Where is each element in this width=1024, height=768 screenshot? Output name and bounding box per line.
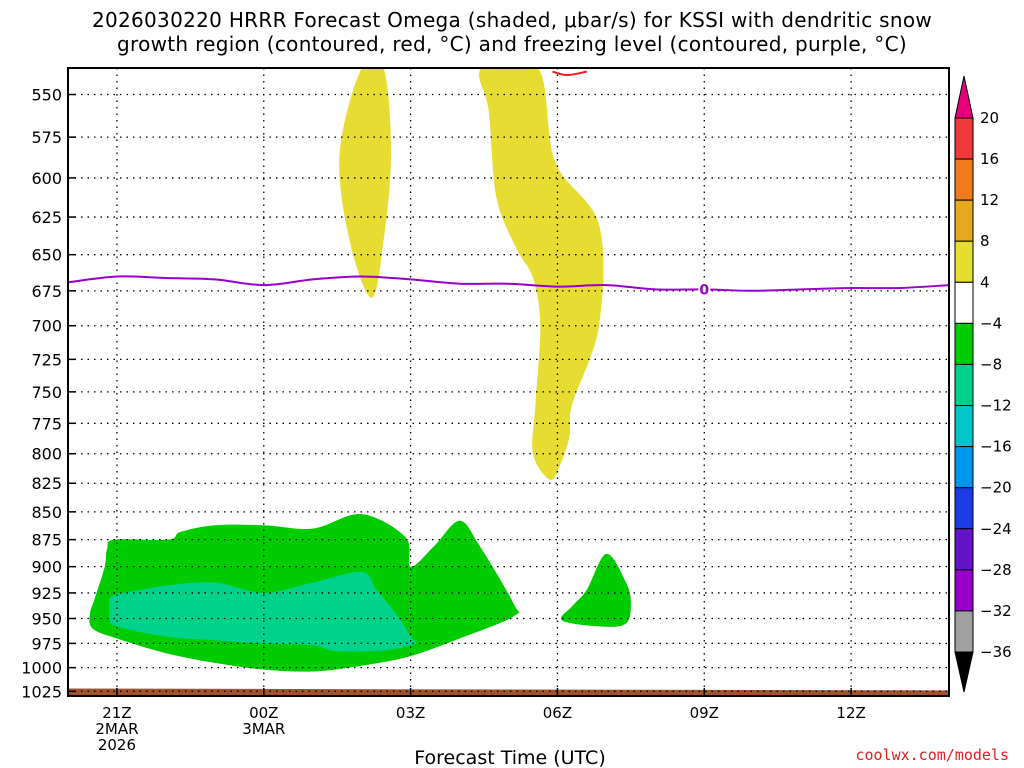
colorbar-label-4: 4 bbox=[980, 273, 990, 291]
colorbar-label-9: −20 bbox=[980, 479, 1012, 497]
colorbar-swatch-1 bbox=[954, 158, 974, 201]
colorbar-swatch-7 bbox=[954, 405, 974, 448]
freezing-level-label-bg bbox=[698, 281, 711, 298]
y-tick-label-725: 725 bbox=[31, 350, 62, 369]
colorbar-swatch-10 bbox=[954, 528, 974, 571]
y-tick-label-875: 875 bbox=[31, 531, 62, 550]
colorbar-label-3: 8 bbox=[980, 232, 990, 250]
y-tick-label-600: 600 bbox=[31, 169, 62, 188]
colorbar-label-12: −32 bbox=[980, 602, 1012, 620]
omega-region-3 bbox=[108, 571, 417, 652]
omega-shaded-regions bbox=[89, 68, 631, 672]
contour-lines: 0 bbox=[68, 70, 949, 298]
omega-region-1 bbox=[478, 68, 604, 480]
y-tick-label-800: 800 bbox=[31, 445, 62, 464]
y-tick-label-775: 775 bbox=[31, 414, 62, 433]
y-tick-label-1025: 1025 bbox=[21, 682, 62, 701]
y-tick-label-625: 625 bbox=[31, 208, 62, 227]
colorbar-swatch-11 bbox=[954, 569, 974, 612]
credit-text: coolwx.com/models bbox=[855, 746, 1009, 764]
colorbar-swatch-9 bbox=[954, 487, 974, 530]
y-tick-label-825: 825 bbox=[31, 474, 62, 493]
colorbar-swatch-4 bbox=[954, 281, 974, 324]
y-tick-label-650: 650 bbox=[31, 246, 62, 265]
colorbar-label-10: −24 bbox=[980, 520, 1012, 538]
x-tick-label-09Z-0: 09Z bbox=[690, 704, 719, 722]
colorbar-swatch-5 bbox=[954, 322, 974, 365]
chart-title-line2: growth region (contoured, red, °C) and f… bbox=[117, 32, 907, 56]
colorbar-label-2: 12 bbox=[980, 191, 999, 209]
y-tick-label-900: 900 bbox=[31, 558, 62, 577]
x-tick-label-03Z-0: 03Z bbox=[396, 704, 425, 722]
x-axis-title: Forecast Time (UTC) bbox=[414, 747, 605, 768]
colorbar-swatch-12 bbox=[954, 610, 974, 653]
colorbar-swatch-0 bbox=[954, 117, 974, 160]
y-tick-label-575: 575 bbox=[31, 128, 62, 147]
omega-region-4 bbox=[561, 553, 631, 627]
colorbar-label-7: −12 bbox=[980, 397, 1012, 415]
y-tick-label-850: 850 bbox=[31, 503, 62, 522]
colorbar-label-5: −4 bbox=[980, 314, 1002, 332]
x-tick-label-21Z-0: 21Z bbox=[102, 704, 131, 722]
x-tick-label-21Z-2: 2026 bbox=[98, 736, 136, 754]
y-tick-label-550: 550 bbox=[31, 86, 62, 105]
y-tick-label-750: 750 bbox=[31, 383, 62, 402]
freezing-level-label: 0 bbox=[699, 282, 709, 298]
y-tick-label-950: 950 bbox=[31, 609, 62, 628]
colorbar-swatch-8 bbox=[954, 446, 974, 489]
colorbar-label-1: 16 bbox=[980, 150, 999, 168]
chart-title: 2026030220 HRRR Forecast Omega (shaded, … bbox=[0, 8, 1024, 56]
colorbar-top-arrow bbox=[954, 75, 974, 119]
chart-title-line1: 2026030220 HRRR Forecast Omega (shaded, … bbox=[91, 8, 933, 32]
x-tick-label-00Z-0: 00Z bbox=[249, 704, 278, 722]
colorbar-bottom-arrow bbox=[954, 651, 974, 693]
colorbar-label-8: −16 bbox=[980, 438, 1012, 456]
colorbar-swatch-3 bbox=[954, 240, 974, 283]
terrain-fill bbox=[68, 688, 949, 696]
colorbar-swatch-6 bbox=[954, 363, 974, 407]
colorbar-label-13: −36 bbox=[980, 643, 1012, 661]
dendritic-growth-contour bbox=[552, 70, 587, 77]
x-tick-label-12Z-0: 12Z bbox=[836, 704, 865, 722]
x-tick-label-00Z-1: 3MAR bbox=[242, 720, 285, 738]
colorbar-label-11: −28 bbox=[980, 561, 1012, 579]
y-tick-label-675: 675 bbox=[31, 282, 62, 301]
y-tick-label-700: 700 bbox=[31, 317, 62, 336]
colorbar: 20 16 12 8 4 −4 −8 −12 −16 −20 −24 −28 −32 −36 bbox=[954, 75, 1012, 693]
freezing-level-line bbox=[68, 275, 949, 292]
omega-region-0 bbox=[339, 68, 391, 298]
grid-lines bbox=[68, 68, 949, 696]
x-tick-label-21Z-1: 2MAR bbox=[95, 720, 138, 738]
colorbar-label-0: 20 bbox=[980, 109, 999, 127]
y-tick-label-925: 925 bbox=[31, 584, 62, 603]
terrain-layer bbox=[68, 688, 949, 696]
colorbar-label-6: −8 bbox=[980, 355, 1002, 373]
colorbar-swatch-2 bbox=[954, 199, 974, 242]
x-tick-label-06Z-0: 06Z bbox=[543, 704, 572, 722]
plot-frame bbox=[67, 67, 950, 697]
y-axis: 550 575 600 625 650 675 700 725 750 775 800 825 850 8… bbox=[21, 86, 76, 701]
y-tick-label-975: 975 bbox=[31, 634, 62, 653]
y-tick-label-1000: 1000 bbox=[21, 659, 62, 678]
